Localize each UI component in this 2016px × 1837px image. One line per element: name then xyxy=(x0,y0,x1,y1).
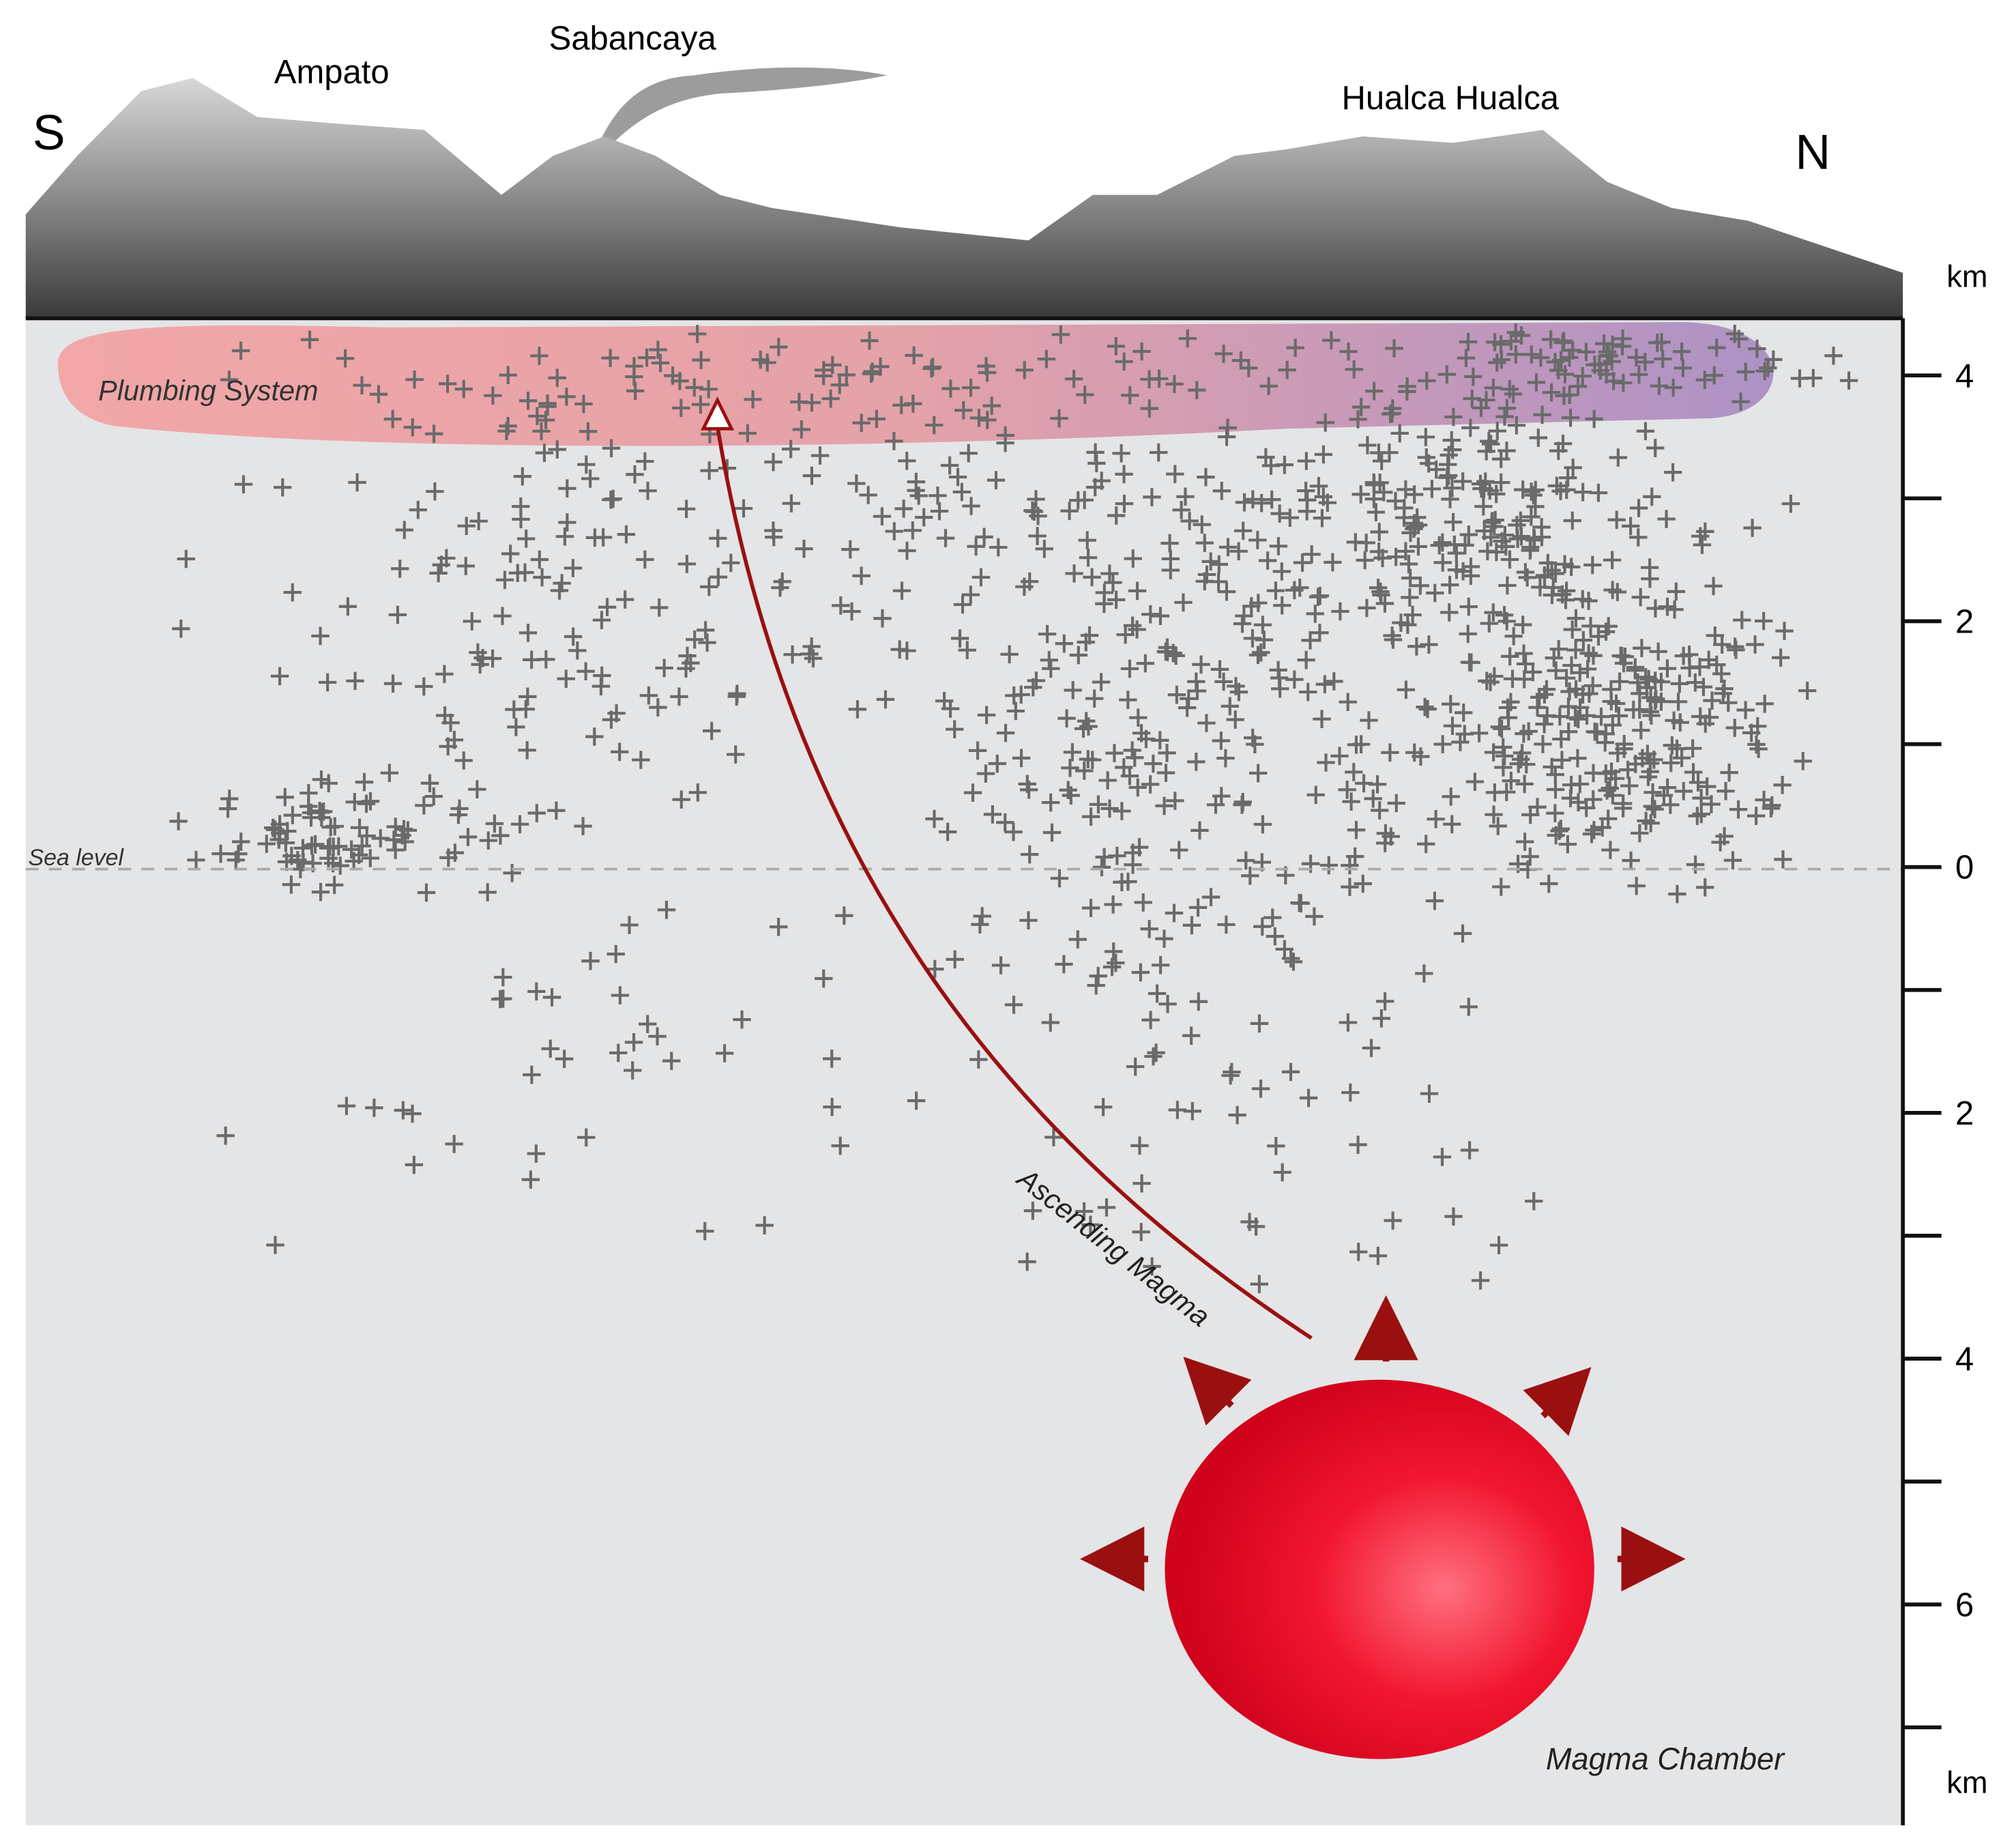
hualca-label: Hualca Hualca xyxy=(1342,79,1560,117)
axis-tick-label: 2 xyxy=(1955,603,1974,640)
axis-ticks: 4 2 0 2 4 6 xyxy=(1903,357,1974,1730)
ash-plume xyxy=(598,67,888,146)
sea-level-label: Sea level xyxy=(28,845,124,871)
earthquake-crosses xyxy=(169,323,1858,1294)
axis-unit-top: km xyxy=(1946,259,1987,294)
axis-tick-label: 4 xyxy=(1955,1340,1974,1378)
plumbing-label: Plumbing System xyxy=(98,374,318,406)
magma-chamber xyxy=(1165,1379,1594,1759)
north-label: N xyxy=(1795,125,1830,179)
magma-path xyxy=(715,425,1313,1340)
south-label: S xyxy=(33,106,65,160)
magma-arrowhead xyxy=(701,396,735,431)
axis-tick-label: 0 xyxy=(1955,849,1974,886)
axis-unit-bottom: km xyxy=(1946,1765,1987,1799)
mountains xyxy=(25,78,1903,319)
axis-tick-label: 2 xyxy=(1955,1095,1974,1132)
subsurface xyxy=(25,318,1903,1825)
sabancaya-label: Sabancaya xyxy=(549,19,717,57)
plumbing-system xyxy=(57,321,1774,446)
axis-tick-label: 4 xyxy=(1955,357,1974,394)
chamber-label: Magma Chamber xyxy=(1546,1741,1785,1776)
expansion-arrows xyxy=(1080,1295,1686,1592)
axis-tick-label: 6 xyxy=(1955,1586,1974,1623)
earthquakes xyxy=(169,323,1858,1294)
ampato-label: Ampato xyxy=(274,53,390,91)
